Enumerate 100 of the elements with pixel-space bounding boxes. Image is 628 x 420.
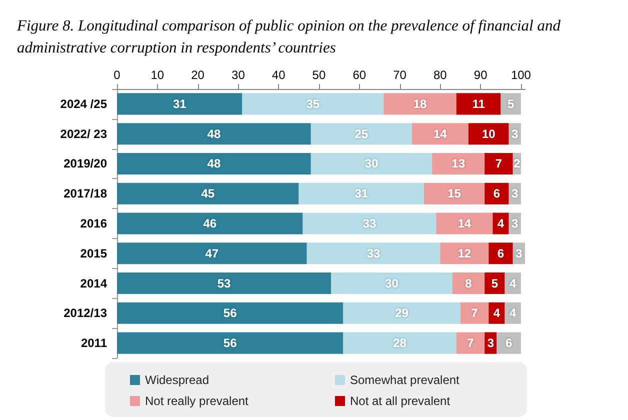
bar <box>117 93 242 115</box>
data-label: 28 <box>393 336 407 350</box>
bar <box>343 332 456 354</box>
y-tick-label: 2017/18 <box>64 186 108 201</box>
legend-label: Somewhat prevalent <box>350 373 460 387</box>
bar <box>500 93 521 115</box>
bar <box>468 123 509 145</box>
data-label: 6 <box>497 246 504 260</box>
bar <box>302 212 436 234</box>
x-tick-label: 60 <box>352 68 366 82</box>
bar <box>452 272 485 294</box>
data-label: 4 <box>497 216 504 230</box>
data-label: 33 <box>362 216 376 230</box>
bar <box>343 302 460 324</box>
y-tick-label: 2011 <box>80 336 108 350</box>
bar <box>460 302 489 324</box>
bar <box>117 272 332 294</box>
bar <box>117 182 299 204</box>
legend-label: Not really prevalent <box>145 394 250 408</box>
data-label: 48 <box>207 126 221 141</box>
bar <box>117 123 311 145</box>
bar <box>456 93 501 115</box>
y-tick-label: 2015 <box>80 246 108 260</box>
y-tick-label: 2016 <box>80 216 108 230</box>
data-label: 53 <box>217 276 232 290</box>
data-label: 8 <box>465 276 472 290</box>
legend-label: Widespread <box>145 373 210 387</box>
y-tick-label: 2019/20 <box>64 156 108 171</box>
data-label: 4 <box>493 306 500 320</box>
data-label: 12 <box>458 246 472 260</box>
bar <box>331 272 452 294</box>
data-label: 31 <box>172 96 187 111</box>
bar <box>484 182 509 204</box>
y-tick-label: 2014 <box>80 276 108 290</box>
data-label: 33 <box>366 246 381 260</box>
bar <box>488 242 513 264</box>
bar <box>432 152 485 174</box>
data-label: 5 <box>491 276 498 290</box>
data-label: 4 <box>510 276 517 290</box>
x-tick-label: 100 <box>510 68 532 82</box>
data-label: 3 <box>512 186 519 201</box>
x-tick-label: 20 <box>191 68 205 82</box>
bar <box>456 332 485 354</box>
data-label: 3 <box>512 126 519 141</box>
data-label: 48 <box>207 156 221 171</box>
data-label: 3 <box>512 216 519 230</box>
bar <box>306 242 440 264</box>
data-label: 2 <box>514 156 521 171</box>
data-label: 4 <box>510 306 517 320</box>
data-label: 46 <box>203 216 217 230</box>
legend-label: Not at all prevalent <box>350 394 451 408</box>
bar <box>117 302 344 324</box>
bar <box>424 182 485 204</box>
data-label: 18 <box>413 96 427 111</box>
x-tick-label: 0 <box>114 68 121 82</box>
data-label: 6 <box>506 336 512 350</box>
data-label: 15 <box>448 186 462 201</box>
bar <box>117 152 311 174</box>
bar <box>310 152 432 174</box>
data-label: 14 <box>433 126 448 141</box>
data-label: 7 <box>471 306 478 320</box>
bar <box>484 152 513 174</box>
bar <box>492 212 509 234</box>
data-label: 56 <box>223 336 238 350</box>
data-label: 6 <box>493 186 500 201</box>
bar <box>117 242 307 264</box>
data-label: 25 <box>354 126 368 141</box>
x-tick-label: 80 <box>433 68 448 82</box>
data-label: 3 <box>487 336 494 350</box>
data-label: 3 <box>516 246 523 260</box>
x-tick-label: 90 <box>474 68 488 82</box>
bar <box>242 93 384 115</box>
data-label: 47 <box>205 246 219 260</box>
data-label: 11 <box>472 96 486 111</box>
y-tick-label: 2022/ 23 <box>60 126 108 141</box>
bar <box>412 123 468 145</box>
x-tick-label: 40 <box>272 68 286 82</box>
bar <box>488 302 505 324</box>
bar <box>384 93 456 115</box>
x-tick-label: 70 <box>393 68 407 82</box>
y-tick-label: 2024 /25 <box>60 96 108 111</box>
bar <box>496 332 521 354</box>
bar <box>310 123 412 145</box>
data-label: 56 <box>223 306 238 320</box>
data-label: 14 <box>458 216 472 230</box>
x-tick-label: 10 <box>150 68 164 82</box>
x-tick-label: 30 <box>232 68 246 82</box>
data-label: 45 <box>201 186 215 201</box>
bar <box>440 242 489 264</box>
y-tick-label: 2012/13 <box>64 306 108 320</box>
data-label: 13 <box>452 156 466 171</box>
data-label: 7 <box>495 156 502 171</box>
bar <box>484 272 505 294</box>
data-label: 31 <box>354 186 368 201</box>
chart-title: Figure 8. Longitudinal comparison of public opinion on the prevalence of financial and administrative corruption in respondents’ countries <box>16 18 561 56</box>
bar <box>298 182 424 204</box>
bar <box>436 212 493 234</box>
x-tick-label: 50 <box>312 68 326 82</box>
data-label: 29 <box>395 306 409 320</box>
data-label: 7 <box>467 336 474 350</box>
